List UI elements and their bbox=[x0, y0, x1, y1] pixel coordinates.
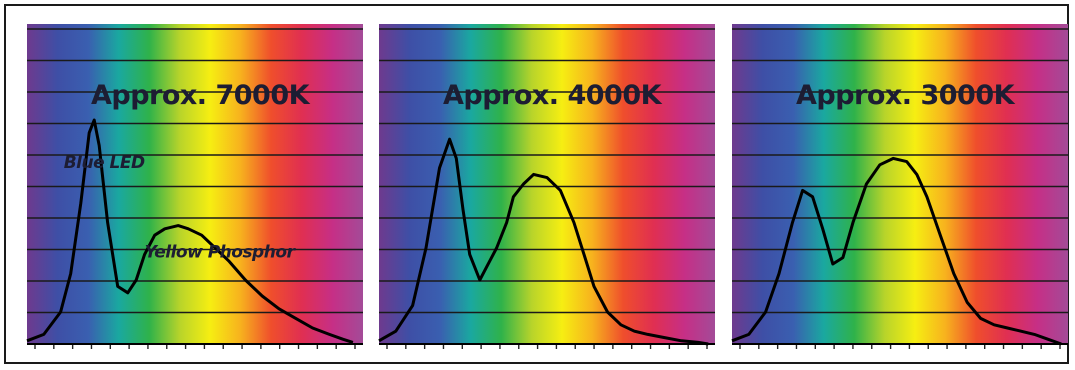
chart-title: Approx. 7000K bbox=[91, 80, 311, 111]
chart-title: Approx. 4000K bbox=[443, 80, 663, 111]
spectrum-curve bbox=[731, 156, 1062, 346]
spectrum-curve bbox=[26, 118, 354, 344]
spectrum-background bbox=[379, 24, 715, 344]
figure-frame: Approx. 7000K Blue LED Yellow Phosphor App… bbox=[4, 4, 1069, 364]
annotation-label: Blue LED bbox=[64, 153, 145, 173]
chart-title: Approx. 3000K bbox=[796, 80, 1016, 111]
spectrum-curve bbox=[378, 137, 709, 346]
chart-panel-4000k: Approx. 4000K bbox=[378, 24, 715, 360]
annotation-label: Yellow Phosphor bbox=[145, 243, 297, 263]
chart-panel-3000k: Approx. 3000K bbox=[731, 24, 1068, 360]
chart-panel-7000k: Approx. 7000K Blue LED Yellow Phosphor bbox=[26, 24, 363, 360]
chart-3000k: Approx. 3000K bbox=[731, 24, 1068, 349]
spectrum-background bbox=[732, 24, 1068, 344]
chart-7000k: Approx. 7000K Blue LED Yellow Phosphor bbox=[26, 24, 363, 349]
chart-4000k: Approx. 4000K bbox=[378, 24, 715, 349]
spectrum-background bbox=[27, 24, 363, 344]
